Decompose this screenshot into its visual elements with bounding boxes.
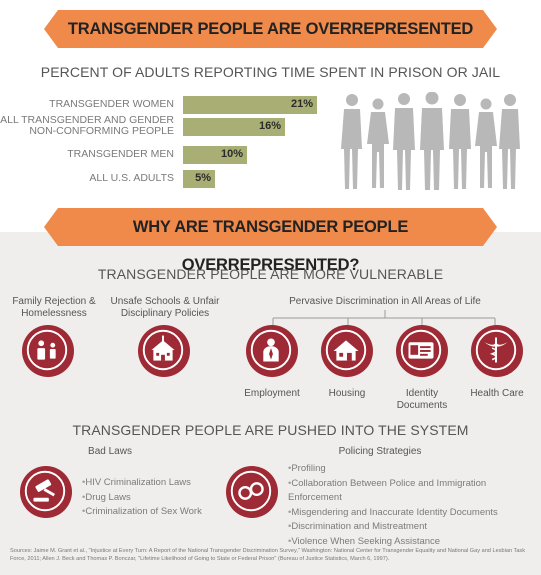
bar-value-label: 10%: [220, 148, 243, 160]
health-care-label: Health Care: [470, 388, 524, 399]
bar-category-line: NON-CONFORMING PEOPLE: [29, 125, 174, 137]
school-icon: [138, 325, 190, 377]
bar-value-label: 21%: [290, 98, 313, 110]
handcuffs-icon: [226, 466, 278, 518]
bar-category-label: TRANSGENDER WOMEN: [0, 99, 174, 110]
bar-category-line: ALL U.S. ADULTS: [89, 172, 174, 184]
gavel-icon: [20, 466, 72, 518]
top-banner: TRANSGENDER PEOPLE ARE OVERREPRESENTED: [44, 10, 497, 48]
caption-line: Disciplinary Policies: [120, 308, 210, 319]
sources-footnote: Sources: Jaime M. Grant et al., "Injusti…: [10, 548, 526, 562]
bar: 21%: [183, 96, 317, 114]
caption-line: Family Rejection &: [12, 296, 96, 307]
bar-row: ALL U.S. ADULTS 5%: [0, 170, 541, 190]
id-card-icon: [396, 325, 448, 377]
bar-row: TRANSGENDER WOMEN 21%: [0, 96, 541, 116]
family-icon: [22, 325, 74, 377]
bar-row: TRANSGENDER MEN 10%: [0, 146, 541, 166]
bar-category-line: TRANSGENDER MEN: [67, 148, 174, 160]
why-banner-title: WHY ARE TRANSGENDER PEOPLE OVERREPRESENT…: [132, 218, 409, 274]
vulnerable-heading: TRANSGENDER PEOPLE ARE MORE VULNERABLE: [97, 266, 444, 282]
bar: 10%: [183, 146, 247, 164]
list-item: Violence When Seeking Assistance: [288, 535, 541, 550]
bar: 5%: [183, 170, 215, 188]
list-item: Profiling: [288, 462, 541, 477]
bar-category-label: ALL TRANSGENDER AND GENDER NON-CONFORMING…: [0, 115, 174, 137]
caduceus-icon: [471, 325, 523, 377]
bracket-lines: [272, 310, 496, 328]
family-rejection-caption: Family Rejection & Homelessness: [4, 296, 104, 320]
policing-title: Policing Strategies: [338, 446, 422, 457]
employment-icon: [246, 325, 298, 377]
housing-label: Housing: [328, 388, 366, 399]
list-item: HIV Criminalization Laws: [82, 476, 202, 491]
bad-laws-list: HIV Criminalization Laws Drug Laws Crimi…: [82, 476, 202, 520]
identity-documents-label: Identity Documents: [396, 388, 448, 411]
bar-value-label: 16%: [258, 120, 281, 132]
bar-category-label: TRANSGENDER MEN: [0, 149, 174, 160]
bar-value-label: 5%: [195, 172, 211, 184]
policing-list: Profiling Collaboration Between Police a…: [288, 462, 541, 549]
list-item: Criminalization of Sex Work: [82, 505, 202, 520]
pushed-heading: TRANSGENDER PEOPLE ARE PUSHED INTO THE S…: [72, 422, 469, 438]
housing-icon: [321, 325, 373, 377]
bar: 16%: [183, 118, 285, 136]
list-item: Collaboration Between Police and Immigra…: [288, 477, 541, 506]
why-banner: WHY ARE TRANSGENDER PEOPLE OVERREPRESENT…: [44, 208, 497, 274]
list-item: Misgendering and Inaccurate Identity Doc…: [288, 506, 541, 521]
bar-category-line: ALL TRANSGENDER AND GENDER: [0, 114, 174, 126]
pervasive-caption: Pervasive Discrimination in All Areas of…: [289, 296, 481, 307]
bad-laws-title: Bad Laws: [88, 446, 132, 457]
bar-category-line: TRANSGENDER WOMEN: [49, 98, 174, 110]
caption-line: Unsafe Schools & Unfair: [110, 296, 220, 307]
list-item: Discrimination and Mistreatment: [288, 520, 541, 535]
unsafe-schools-caption: Unsafe Schools & Unfair Disciplinary Pol…: [100, 296, 230, 320]
chart-title: PERCENT OF ADULTS REPORTING TIME SPENT I…: [40, 64, 501, 80]
list-item: Drug Laws: [82, 491, 202, 506]
people-silhouettes-icon: [341, 92, 520, 190]
banner-title: TRANSGENDER PEOPLE ARE OVERREPRESENTED: [67, 20, 474, 38]
bar-category-label: ALL U.S. ADULTS: [0, 173, 174, 184]
employment-label: Employment: [244, 388, 300, 399]
bar-row: ALL TRANSGENDER AND GENDER NON-CONFORMING…: [0, 115, 541, 138]
caption-line: Homelessness: [21, 308, 87, 319]
